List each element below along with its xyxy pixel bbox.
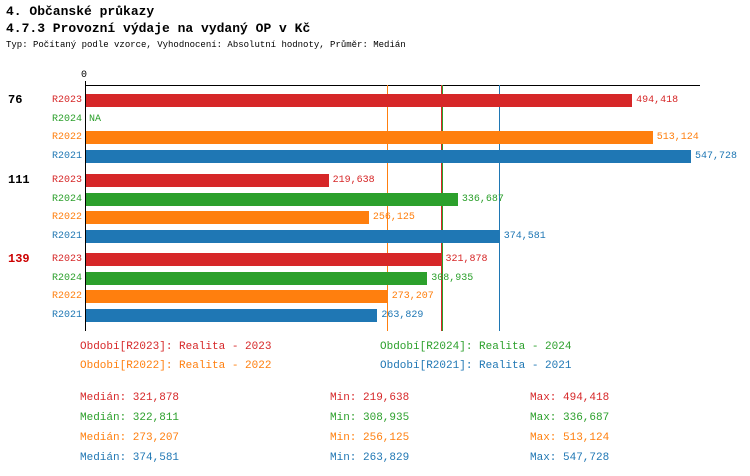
group-label: 139 (8, 252, 30, 266)
median-line-r2022 (386, 85, 388, 331)
bar-value-label: 273,207 (391, 291, 434, 302)
series-row-label: R2022 (51, 132, 82, 143)
group-label: 76 (8, 93, 23, 107)
stat-median-r2024: Medián: 322,811 (80, 412, 180, 424)
bar-value-label: 308,935 (431, 272, 474, 284)
bar-value-label: 513,124 (656, 132, 699, 143)
legend-entry-r2023: Období[R2023]: Realita - 2023 (80, 341, 272, 353)
series-row-label: R2022 (51, 291, 82, 302)
stat-median-r2021: Medián: 374,581 (80, 452, 180, 464)
series-row-label: R2024 (51, 113, 82, 125)
stat-min-r2022: Min: 256,125 (330, 432, 410, 444)
stat-min-r2023: Min: 219,638 (330, 392, 410, 404)
bar-value-label: 494,418 (636, 95, 679, 106)
bar-value-label: 219,638 (332, 175, 375, 186)
bar (86, 192, 458, 206)
bar-value-label: 256,125 (372, 212, 415, 223)
series-row-label: R2023 (51, 175, 82, 186)
series-row-label: R2021 (51, 150, 82, 162)
stat-median-r2022: Medián: 273,207 (80, 432, 180, 444)
bar-value-label: 263,829 (381, 309, 424, 321)
chart-subtitle: Typ: Počítaný podle vzorce, Vyhodnocení:… (6, 40, 406, 50)
bar (86, 131, 653, 144)
stat-max-r2024: Max: 336,687 (530, 412, 610, 424)
series-row-label: R2021 (51, 309, 82, 321)
bar (86, 174, 329, 187)
bar (86, 149, 691, 163)
series-row-label: R2021 (51, 230, 82, 242)
bar-value-label: NA (89, 113, 102, 125)
bar-value-label: 374,581 (503, 230, 546, 242)
series-row-label: R2023 (51, 95, 82, 106)
group-label: 111 (8, 173, 30, 187)
legend-entry-r2024: Období[R2024]: Realita - 2024 (380, 341, 572, 353)
axis-zero-label: 0 (81, 70, 88, 81)
report-title: 4. Občanské průkazy (6, 4, 155, 19)
bar (86, 253, 442, 266)
stat-max-r2023: Max: 494,418 (530, 392, 610, 404)
median-line-r2023 (440, 85, 442, 331)
bar-value-label: 336,687 (461, 193, 504, 205)
bar (86, 271, 428, 285)
bar-value-label: 547,728 (695, 150, 738, 162)
median-line-r2024 (441, 85, 443, 331)
axis-left-line (85, 81, 86, 331)
bar (86, 229, 500, 243)
bar (86, 290, 388, 303)
median-line-r2021 (498, 85, 500, 331)
chart-title: 4.7.3 Provozní výdaje na vydaný OP v Kč (6, 21, 311, 36)
stat-max-r2022: Max: 513,124 (530, 432, 610, 444)
bar (86, 308, 378, 322)
bar (86, 211, 369, 224)
bar (86, 94, 633, 107)
series-row-label: R2023 (51, 254, 82, 265)
stat-max-r2021: Max: 547,728 (530, 452, 610, 464)
legend-entry-r2022: Období[R2022]: Realita - 2022 (80, 360, 272, 372)
series-row-label: R2022 (51, 212, 82, 223)
series-row-label: R2024 (51, 272, 82, 284)
stat-min-r2021: Min: 263,829 (330, 452, 410, 464)
series-row-label: R2024 (51, 193, 82, 205)
axis-top-line (85, 85, 700, 86)
legend-entry-r2021: Období[R2021]: Realita - 2021 (380, 360, 572, 372)
stat-min-r2024: Min: 308,935 (330, 412, 410, 424)
bar-value-label: 321,878 (445, 254, 488, 265)
stat-median-r2023: Medián: 321,878 (80, 392, 180, 404)
